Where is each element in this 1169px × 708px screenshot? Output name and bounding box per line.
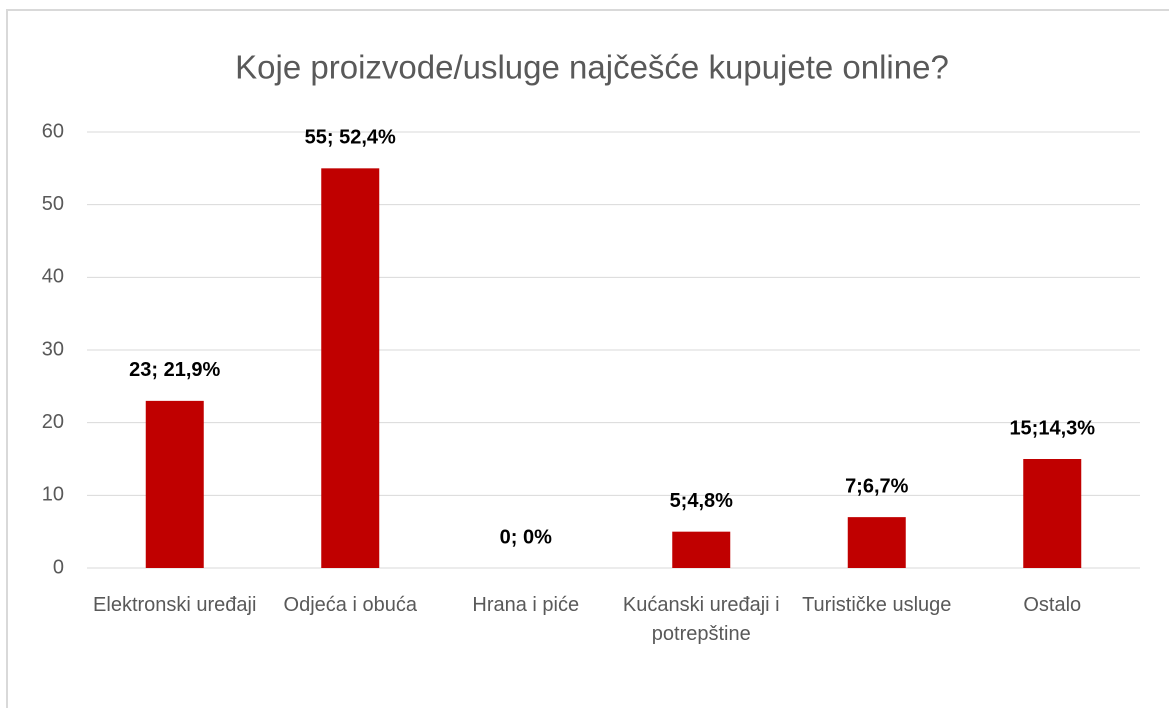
bar bbox=[1023, 459, 1082, 568]
data-label: 55; 52,4% bbox=[305, 127, 396, 149]
x-tick-label: Odjeća i obuća bbox=[283, 594, 417, 616]
y-tick-label: 10 bbox=[42, 484, 64, 506]
x-tick-label: Turističke usluge bbox=[802, 594, 952, 616]
x-tick-label: Kućanski uređaji i potrepštine bbox=[622, 594, 780, 645]
bar bbox=[145, 400, 204, 568]
bar bbox=[847, 517, 906, 568]
y-tick-label: 60 bbox=[42, 120, 64, 142]
chart-border bbox=[6, 9, 1169, 708]
x-tick-label: Hrana i piće bbox=[472, 594, 580, 616]
chart-title: Koje proizvode/usluge najčešće kupujete … bbox=[235, 49, 949, 86]
x-tick-label: Ostalo bbox=[1023, 594, 1082, 616]
y-tick-label: 20 bbox=[42, 411, 64, 433]
data-label: 7;6,7% bbox=[845, 475, 909, 497]
y-tick-label: 50 bbox=[42, 193, 64, 215]
y-tick-label: 30 bbox=[42, 338, 64, 360]
data-label: 0; 0% bbox=[500, 526, 552, 548]
y-tick-label: 0 bbox=[53, 556, 64, 578]
data-label: 23; 21,9% bbox=[129, 359, 220, 381]
bar bbox=[672, 531, 731, 568]
y-tick-label: 40 bbox=[42, 266, 64, 288]
data-label: 5;4,8% bbox=[670, 490, 734, 512]
x-tick-label: Elektronski uređaji bbox=[93, 594, 257, 616]
bar bbox=[321, 168, 380, 569]
data-label: 15;14,3% bbox=[1009, 417, 1095, 439]
